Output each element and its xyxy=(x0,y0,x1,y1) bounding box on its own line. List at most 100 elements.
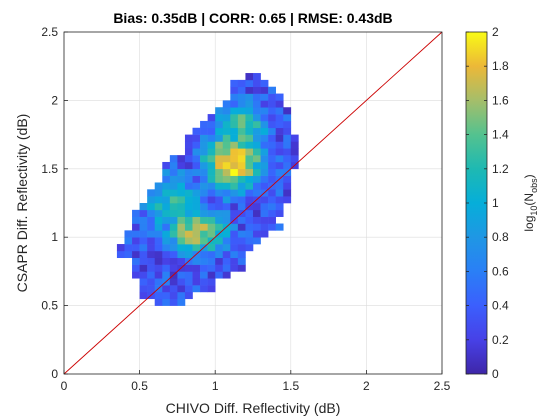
heatmap-cell xyxy=(184,244,193,252)
heatmap-cell xyxy=(154,271,163,279)
heatmap-cell xyxy=(230,155,239,163)
heatmap-cell xyxy=(147,237,156,245)
heatmap-cell xyxy=(139,257,148,265)
heatmap-cell xyxy=(192,148,201,156)
heatmap-cell xyxy=(237,203,246,211)
heatmap-cell xyxy=(222,237,231,245)
heatmap-cell xyxy=(169,209,178,217)
heatmap-cell xyxy=(200,285,208,293)
heatmap-cell xyxy=(275,182,284,190)
heatmap-cell xyxy=(200,175,208,183)
heatmap-cell xyxy=(215,257,224,265)
heatmap-cell xyxy=(184,203,193,211)
heatmap-cell xyxy=(222,120,231,129)
heatmap-cell xyxy=(177,161,186,170)
heatmap-cell xyxy=(222,114,231,122)
heatmap-cell xyxy=(147,223,156,231)
heatmap-cell xyxy=(275,189,284,197)
heatmap-cell xyxy=(230,175,239,183)
heatmap-cell xyxy=(275,134,284,142)
heatmap-cell xyxy=(200,223,208,231)
heatmap-cell xyxy=(230,141,239,149)
heatmap-cell xyxy=(132,209,140,217)
heatmap-cell xyxy=(222,100,231,108)
heatmap-cell xyxy=(192,237,201,245)
heatmap-cell xyxy=(253,168,261,176)
heatmap-cell xyxy=(207,114,216,122)
y-tick-label: 1 xyxy=(51,230,58,244)
axis-ticks: 0 0.5 1 1.5 2 2.5 0 0.5 1 1.5 2 2.5 xyxy=(41,25,450,393)
heatmap-cell xyxy=(230,209,239,217)
heatmap-cell xyxy=(275,141,284,149)
heatmap-cell xyxy=(124,230,133,238)
heatmap-cell xyxy=(253,120,261,129)
heatmap-cell xyxy=(275,161,284,170)
heatmap-cell xyxy=(147,271,156,279)
heatmap-cell xyxy=(192,278,201,286)
heatmap-cell xyxy=(162,257,171,265)
heatmap-cell xyxy=(139,237,148,245)
heatmap-cell xyxy=(230,148,239,156)
heatmap-cell xyxy=(200,203,208,211)
heatmap-cell xyxy=(192,223,201,231)
heatmap-cell xyxy=(222,209,231,217)
heatmap-cell xyxy=(147,189,156,197)
heatmap-cell xyxy=(260,134,269,142)
heatmap-cell xyxy=(200,196,208,204)
heatmap-cell xyxy=(200,264,208,272)
heatmap-cell xyxy=(162,168,171,176)
heatmap-cell xyxy=(215,120,224,129)
heatmap-cell xyxy=(237,244,246,252)
heatmap-cell xyxy=(169,285,178,293)
heatmap-cell xyxy=(192,196,201,204)
heatmap-cell xyxy=(245,161,254,170)
heatmap-cells xyxy=(116,73,299,306)
heatmap-cell xyxy=(215,182,224,190)
heatmap-cell xyxy=(200,216,208,224)
heatmap-cell xyxy=(268,203,276,211)
heatmap-cell xyxy=(162,189,171,197)
heatmap-cell xyxy=(162,161,171,170)
heatmap-cell xyxy=(253,134,261,142)
heatmap-cell xyxy=(245,196,254,204)
heatmap-cell xyxy=(207,209,216,217)
heatmap-cell xyxy=(177,189,186,197)
heatmap-cell xyxy=(169,161,178,170)
heatmap-cell xyxy=(184,271,193,279)
x-tick-label: 2 xyxy=(363,379,370,393)
heatmap-cell xyxy=(260,216,269,224)
heatmap-cell xyxy=(139,223,148,231)
heatmap-cell xyxy=(207,264,216,272)
heatmap-cell xyxy=(222,182,231,190)
heatmap-cell xyxy=(184,264,193,272)
heatmap-cell xyxy=(237,93,246,101)
heatmap-cell xyxy=(283,196,292,204)
heatmap-cell xyxy=(207,257,216,265)
heatmap-cell xyxy=(237,86,246,94)
heatmap-cell xyxy=(147,244,156,252)
heatmap-cell xyxy=(222,141,231,149)
heatmap-cell xyxy=(192,141,201,149)
heatmap-cell xyxy=(260,161,269,170)
heatmap-cell xyxy=(283,189,292,197)
heatmap-cell xyxy=(184,134,193,142)
heatmap-cell xyxy=(268,93,276,101)
heatmap-cell xyxy=(139,278,148,286)
heatmap-cell xyxy=(283,120,292,129)
heatmap-cell xyxy=(154,182,163,190)
heatmap-cell xyxy=(124,244,133,252)
heatmap-cell xyxy=(253,237,261,245)
y-tick-label: 1.5 xyxy=(41,162,58,176)
heatmap-cell xyxy=(222,175,231,183)
heatmap-cell xyxy=(283,161,292,170)
chart-title: Bias: 0.35dB | CORR: 0.65 | RMSE: 0.43dB xyxy=(113,10,392,26)
heatmap-cell xyxy=(184,278,193,286)
heatmap-cell xyxy=(162,237,171,245)
heatmap-cell xyxy=(200,141,208,149)
heatmap-cell xyxy=(230,100,239,108)
heatmap-cell xyxy=(260,203,269,211)
heatmap-cell xyxy=(230,237,239,245)
heatmap-cell xyxy=(147,209,156,217)
heatmap-cell xyxy=(139,250,148,259)
heatmap-cell xyxy=(222,107,231,115)
